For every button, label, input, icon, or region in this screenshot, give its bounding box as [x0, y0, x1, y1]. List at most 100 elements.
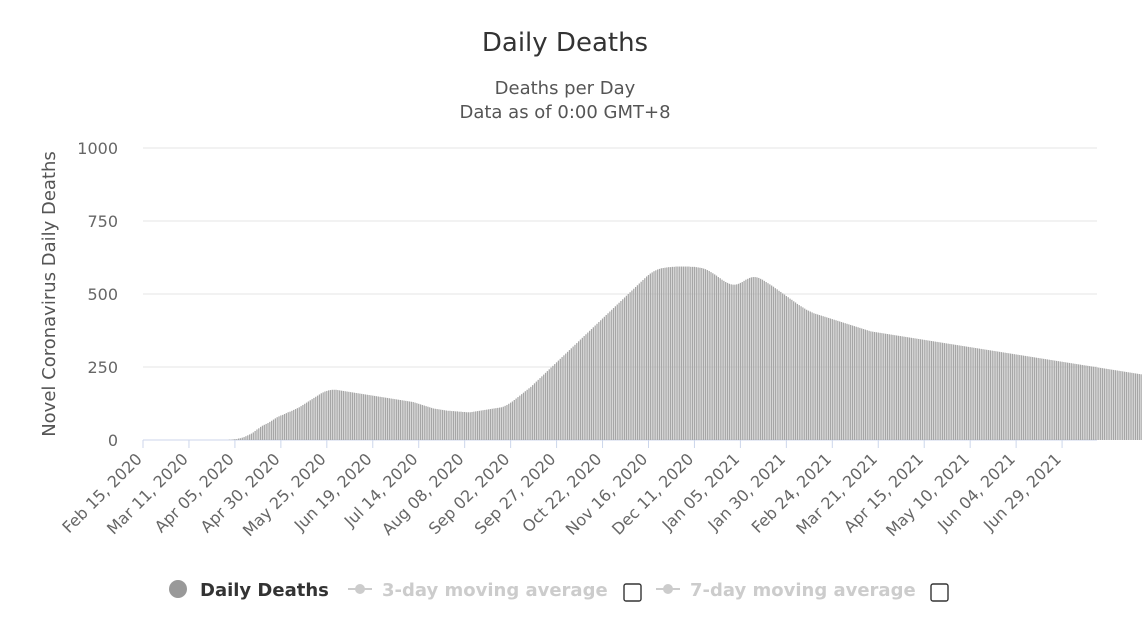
bar[interactable]	[657, 269, 659, 440]
bar[interactable]	[462, 411, 464, 440]
bar[interactable]	[596, 323, 598, 440]
bar[interactable]	[565, 353, 567, 440]
bar[interactable]	[614, 306, 617, 440]
bar[interactable]	[532, 385, 534, 440]
bar[interactable]	[541, 376, 543, 440]
bar[interactable]	[236, 439, 238, 440]
bar[interactable]	[441, 409, 444, 440]
bar[interactable]	[1055, 360, 1058, 440]
bar[interactable]	[362, 394, 365, 440]
bar[interactable]	[274, 418, 276, 440]
bar[interactable]	[443, 410, 446, 440]
bar[interactable]	[300, 406, 302, 440]
bar[interactable]	[476, 411, 479, 440]
bar[interactable]	[412, 402, 414, 440]
bar[interactable]	[892, 334, 894, 440]
bar[interactable]	[1017, 354, 1019, 440]
bar[interactable]	[234, 439, 236, 440]
bar[interactable]	[348, 391, 350, 440]
bar[interactable]	[855, 326, 857, 440]
bar[interactable]	[1015, 354, 1017, 440]
bar[interactable]	[881, 333, 883, 440]
bar[interactable]	[714, 274, 716, 440]
bar[interactable]	[517, 397, 519, 440]
bar[interactable]	[526, 389, 528, 440]
bar[interactable]	[673, 266, 675, 440]
bar[interactable]	[1063, 362, 1065, 440]
bar[interactable]	[305, 402, 308, 440]
bar[interactable]	[581, 337, 583, 440]
bar[interactable]	[583, 336, 585, 440]
bar[interactable]	[647, 275, 650, 440]
bar[interactable]	[1103, 368, 1105, 440]
bar[interactable]	[765, 282, 767, 440]
bar[interactable]	[440, 409, 442, 440]
bar[interactable]	[329, 390, 332, 440]
bar[interactable]	[550, 367, 552, 440]
bar[interactable]	[375, 396, 378, 440]
bar[interactable]	[1089, 366, 1091, 440]
bar[interactable]	[543, 374, 545, 440]
bar[interactable]	[633, 288, 635, 440]
bar[interactable]	[739, 282, 742, 440]
bar[interactable]	[315, 396, 317, 440]
bar[interactable]	[835, 320, 837, 440]
bar[interactable]	[589, 330, 591, 440]
bar[interactable]	[662, 268, 664, 440]
bar[interactable]	[750, 277, 753, 440]
bar[interactable]	[421, 404, 424, 440]
bar[interactable]	[287, 412, 289, 440]
bar[interactable]	[267, 423, 269, 440]
bar[interactable]	[813, 313, 815, 440]
bar[interactable]	[1092, 366, 1094, 440]
bar[interactable]	[644, 278, 646, 440]
bar[interactable]	[346, 391, 348, 440]
bar[interactable]	[875, 332, 878, 440]
bar[interactable]	[351, 392, 354, 440]
bar[interactable]	[837, 320, 839, 440]
bar[interactable]	[776, 289, 778, 440]
bar[interactable]	[335, 389, 337, 440]
bar[interactable]	[271, 420, 273, 440]
bar[interactable]	[1107, 369, 1109, 440]
bar[interactable]	[1111, 369, 1113, 440]
bar[interactable]	[980, 348, 982, 440]
bar[interactable]	[498, 407, 501, 440]
bar[interactable]	[368, 395, 370, 440]
bar[interactable]	[403, 400, 405, 440]
bar[interactable]	[460, 411, 462, 440]
bar[interactable]	[732, 284, 734, 440]
bar[interactable]	[826, 317, 828, 440]
bar[interactable]	[818, 315, 821, 440]
bar[interactable]	[969, 347, 971, 440]
bar[interactable]	[907, 337, 909, 440]
bar[interactable]	[508, 403, 510, 440]
bar[interactable]	[861, 328, 863, 440]
bar[interactable]	[473, 411, 475, 440]
bar[interactable]	[410, 401, 413, 440]
bar[interactable]	[905, 336, 907, 440]
bar[interactable]	[796, 303, 799, 440]
bar[interactable]	[587, 332, 589, 440]
bar[interactable]	[800, 306, 802, 440]
bar[interactable]	[340, 390, 343, 440]
bar[interactable]	[554, 364, 556, 440]
bar[interactable]	[578, 341, 580, 440]
bar[interactable]	[598, 322, 600, 440]
bar[interactable]	[1033, 357, 1036, 440]
bar[interactable]	[1134, 373, 1137, 440]
bar[interactable]	[1127, 372, 1129, 440]
bar[interactable]	[1122, 371, 1124, 440]
bar[interactable]	[954, 344, 957, 440]
bar[interactable]	[250, 433, 253, 440]
bar[interactable]	[625, 295, 628, 440]
bar[interactable]	[434, 408, 436, 440]
bar[interactable]	[384, 397, 387, 440]
bar[interactable]	[688, 266, 690, 440]
bar[interactable]	[1118, 370, 1120, 440]
bar[interactable]	[925, 340, 927, 440]
bar[interactable]	[263, 424, 265, 440]
bar[interactable]	[261, 425, 264, 440]
bar[interactable]	[493, 408, 495, 440]
bar[interactable]	[298, 407, 300, 440]
